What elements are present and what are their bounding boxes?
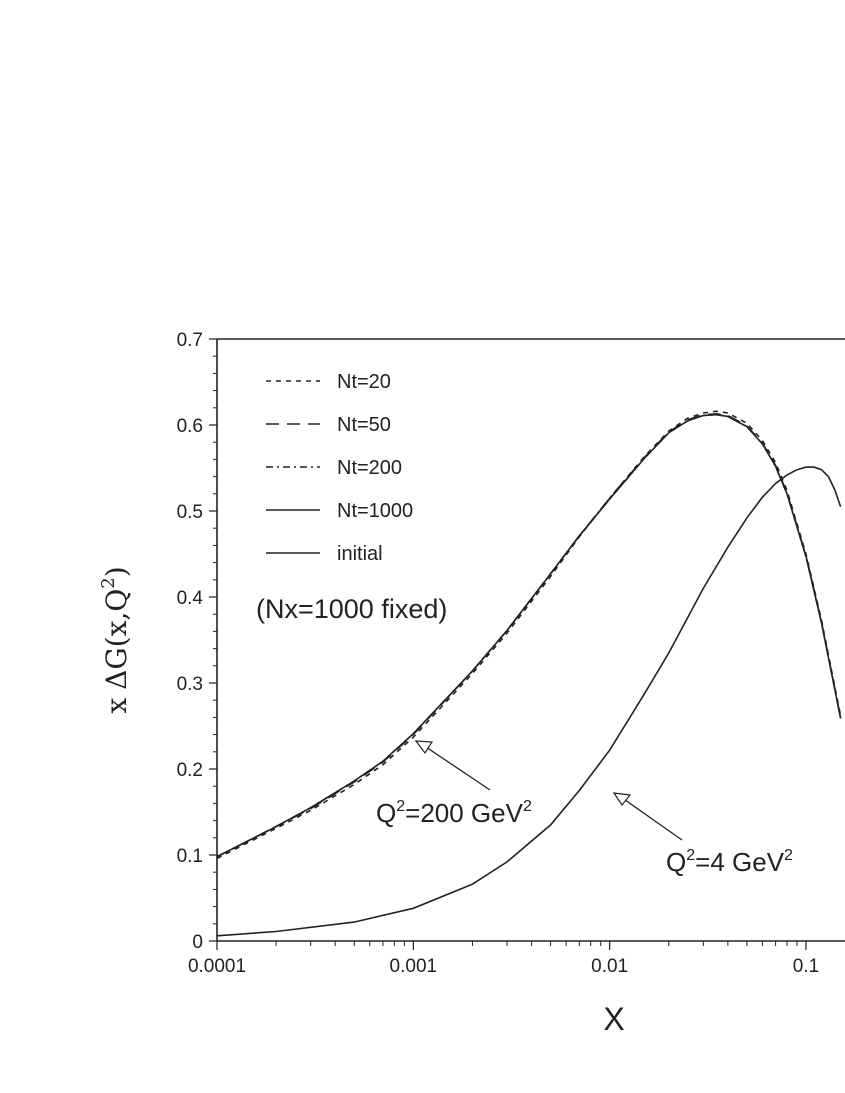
annotation-q2-4: Q2=4 GeV2 bbox=[666, 847, 793, 877]
annotation-q2-200: Q2=200 GeV2 bbox=[376, 798, 532, 828]
legend-label: Nt=20 bbox=[337, 371, 391, 393]
y-axis-label: xΔG(x,Q2) bbox=[98, 566, 133, 713]
legend-label: Nt=200 bbox=[337, 457, 402, 479]
arrow-line-q2-4 bbox=[617, 794, 683, 841]
arrow-line-q2-200 bbox=[419, 742, 491, 791]
series-line-nt-200 bbox=[217, 413, 842, 858]
y-axis-label-delta: Δ bbox=[100, 670, 133, 690]
curves-layer bbox=[217, 410, 842, 937]
annotation-q2-4-sup2: 2 bbox=[784, 847, 793, 864]
legend-label: Nt=1000 bbox=[337, 500, 413, 522]
arrow-head-q2-200 bbox=[414, 740, 434, 755]
fixed-nx-note: (Nx=1000 fixed) bbox=[256, 594, 447, 624]
y-tick-label: 0 bbox=[192, 932, 203, 953]
y-axis-label-close: ) bbox=[100, 566, 133, 577]
y-tick-label: 0.4 bbox=[177, 588, 204, 609]
x-tick-label: 0.001 bbox=[390, 956, 438, 977]
x-tick-label: 0.1 bbox=[793, 956, 819, 977]
legend-label: initial bbox=[337, 543, 383, 565]
x-axis-label: X bbox=[603, 1001, 624, 1037]
legend: Nt=20 Nt=50 Nt=200 Nt=1000 initial bbox=[266, 371, 413, 565]
annotation-q2-200-sup: 2 bbox=[396, 798, 405, 815]
x-tick-label: 0.0001 bbox=[188, 956, 246, 977]
axes-layer: 0 0.1 0.2 0.3 0.4 0.5 0.6 0.7 0.0001 0.001 0.01 0.1 bbox=[177, 330, 845, 977]
series-line-nt-20 bbox=[217, 410, 842, 860]
annotation-q2-4-q: Q bbox=[666, 847, 686, 877]
y-axis-label-main: G(x,Q bbox=[100, 589, 133, 670]
y-tick-label: 0.3 bbox=[177, 674, 203, 695]
y-tick-label: 0.6 bbox=[177, 416, 203, 437]
series-line-initial bbox=[217, 466, 842, 937]
annotation-q2-200-sup2: 2 bbox=[523, 798, 532, 815]
y-tick-label: 0.7 bbox=[177, 330, 203, 351]
y-tick-label: 0.2 bbox=[177, 760, 203, 781]
x-tick-label: 0.01 bbox=[591, 956, 628, 977]
arrow-head-q2-4 bbox=[612, 792, 632, 807]
annotation-q2-4-rest: =4 GeV bbox=[695, 847, 785, 877]
y-tick-label: 0.1 bbox=[177, 846, 203, 867]
y-tick-label: 0.5 bbox=[177, 502, 203, 523]
y-axis-label-prefix: x bbox=[100, 698, 133, 714]
annotation-q2-200-q: Q bbox=[376, 798, 396, 828]
annotation-q2-200-rest: =200 GeV bbox=[405, 798, 523, 828]
y-axis-label-sup: 2 bbox=[98, 577, 119, 588]
series-line-nt-1000 bbox=[217, 413, 842, 858]
series-line-nt-50 bbox=[217, 412, 842, 858]
annotation-q2-4-sup: 2 bbox=[686, 847, 695, 864]
legend-label: Nt=50 bbox=[337, 414, 391, 436]
